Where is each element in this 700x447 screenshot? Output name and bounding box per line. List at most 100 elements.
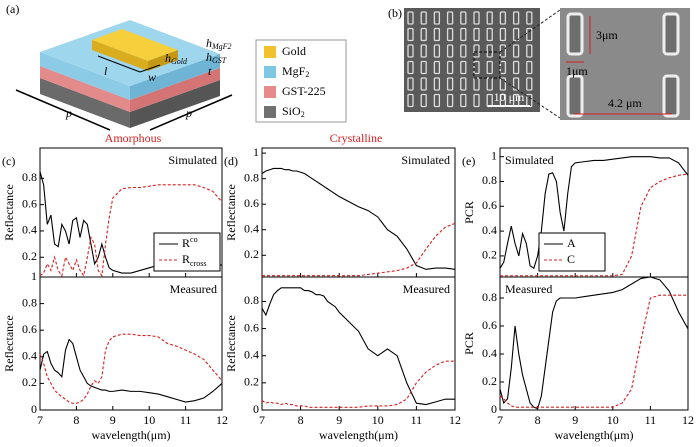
arrow [15,89,111,131]
layer-side [130,80,220,128]
x-tick-label: 9 [336,413,342,427]
series-line [39,338,223,403]
legend-label: Gold [282,44,306,58]
y-tick-label: 0.2 [482,374,497,388]
legend-text: R [182,252,190,266]
sem-unit [486,44,493,58]
y-tick-label: 0.2 [244,247,259,261]
sem-unit [662,12,680,56]
legend-sup: co [190,235,198,244]
zoom-line [499,77,561,119]
sem-unit [420,77,427,91]
dim-text: h [206,50,212,64]
inset-label: 1μm [566,64,588,78]
annotation: Measured [170,282,217,296]
y-axis-label: Reflectance [224,315,238,372]
legend-text: A [567,236,576,250]
series-line [500,173,689,277]
sem-unit [446,27,454,42]
legend-label: SiO2 [282,104,305,119]
y-tick-label: 0.8 [22,295,37,309]
plot-frame [499,276,689,411]
sem-unit [499,27,507,42]
series-line [39,333,223,404]
x-axis-label: wavelength(μm) [319,428,398,442]
x-tick-label: 11 [180,413,192,427]
inset-label: 4.2 μm [608,96,642,110]
y-tick-label: 0.6 [22,196,37,210]
arrow [149,94,233,131]
y-tick-label: 0.6 [482,198,497,212]
sem-unit [499,77,507,91]
legend-label: GST-225 [282,84,326,98]
layer-side [130,54,220,100]
annotation: Simulated [401,153,450,167]
y-tick-label: 0.8 [482,173,497,187]
x-tick-label: 12 [216,413,228,427]
sem-unit [433,77,441,91]
sem-unit [420,60,427,75]
series-line [261,167,456,270]
y-tick-label: 0 [253,402,259,416]
y-tick-label: 0.4 [244,221,259,235]
y-tick-label: 0.4 [482,223,497,237]
sem-unit [446,44,454,58]
sem-unit [486,60,493,75]
y-tick-label: 0 [491,402,497,416]
x-axis-label: wavelength(μm) [554,428,633,442]
sem-unit [526,44,533,58]
sem-unit [499,44,507,58]
swatch [264,46,276,58]
sem-unit [446,93,454,108]
gold-side [148,50,178,71]
x-tick-label: 9 [110,413,116,427]
y-axis-label: Reflectance [2,184,16,241]
y-tick-label: 0.8 [244,170,259,184]
sem-unit [433,93,441,108]
sem-unit [512,27,520,42]
x-tick-label: 10 [372,413,384,427]
legend-text: C [567,252,575,266]
sem-unit [526,27,533,42]
y-axis-label: Reflectance [2,315,16,372]
annotation: Measured [403,282,450,296]
dim-label: hGST [206,50,227,65]
panel-label: (a) [6,2,19,16]
sem-pattern [407,11,533,108]
y-tick-label: 1 [253,145,259,159]
y-tick-label: 0.2 [244,375,259,389]
annotation: Simulated [168,153,217,167]
annotation: Measured [505,282,552,296]
series-line [261,287,455,406]
sem-unit [420,27,427,42]
sem-unit [460,11,467,25]
sem-unit [473,93,480,108]
y-tick-label: 0.6 [244,320,259,334]
plot-frame [261,276,456,411]
legend-label: Rco [182,235,198,250]
y-tick-label: 0.4 [22,223,37,237]
x-tick-label: 7 [37,413,43,427]
sem-unit [566,12,584,56]
legend-text: SiO [282,104,301,118]
layer-side [40,66,130,112]
y-tick-label: 0.2 [482,248,497,262]
x-tick-label: 8 [73,413,79,427]
sem-unit [420,44,427,58]
dim-label: w [148,70,156,84]
dim-label: l [104,64,108,78]
zoom-line [499,9,561,53]
legend-label: A [567,236,576,250]
sem-unit [486,27,493,42]
x-tick-label: 7 [259,413,265,427]
x-tick-label: 11 [645,413,657,427]
legend-text: R [182,236,190,250]
sem-unit [433,60,441,75]
x-axis-label: wavelength(μm) [91,428,170,442]
y-tick-label: 0.4 [482,346,497,360]
series-line [499,276,689,410]
layer-side [40,78,130,128]
scale-label: 10 μm [494,90,525,104]
sem-unit [662,74,680,118]
panel-label: (b) [388,6,402,20]
